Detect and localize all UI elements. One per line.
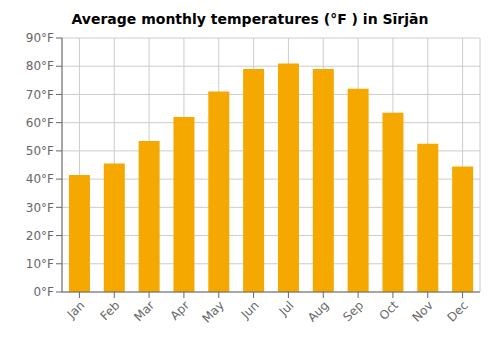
svg-text:50°F: 50°F — [26, 144, 54, 158]
svg-text:10°F: 10°F — [26, 257, 54, 271]
svg-text:70°F: 70°F — [26, 88, 54, 102]
svg-text:Nov: Nov — [409, 298, 435, 324]
svg-text:Apr: Apr — [167, 298, 192, 323]
svg-text:0°F: 0°F — [33, 285, 54, 299]
svg-text:Jul: Jul — [276, 298, 297, 319]
svg-text:60°F: 60°F — [26, 116, 54, 130]
svg-text:Jun: Jun — [238, 298, 262, 322]
svg-text:Mar: Mar — [131, 298, 157, 324]
svg-text:Feb: Feb — [97, 298, 122, 323]
svg-text:Aug: Aug — [305, 298, 331, 324]
svg-text:40°F: 40°F — [26, 172, 54, 186]
svg-text:May: May — [199, 298, 226, 325]
html-text:Average monthly temperatures (: Average monthly temperatures (°F ) in Sī… — [71, 11, 429, 27]
svg-text:Dec: Dec — [444, 298, 470, 324]
svg-text:Sep: Sep — [340, 298, 366, 324]
svg-text:20°F: 20°F — [26, 229, 54, 243]
svg-text:90°F: 90°F — [26, 31, 54, 45]
svg-text:Oct: Oct — [376, 298, 401, 323]
svg-text:30°F: 30°F — [26, 201, 54, 215]
svg-text:80°F: 80°F — [26, 59, 54, 73]
svg-text:Jan: Jan — [64, 298, 88, 322]
